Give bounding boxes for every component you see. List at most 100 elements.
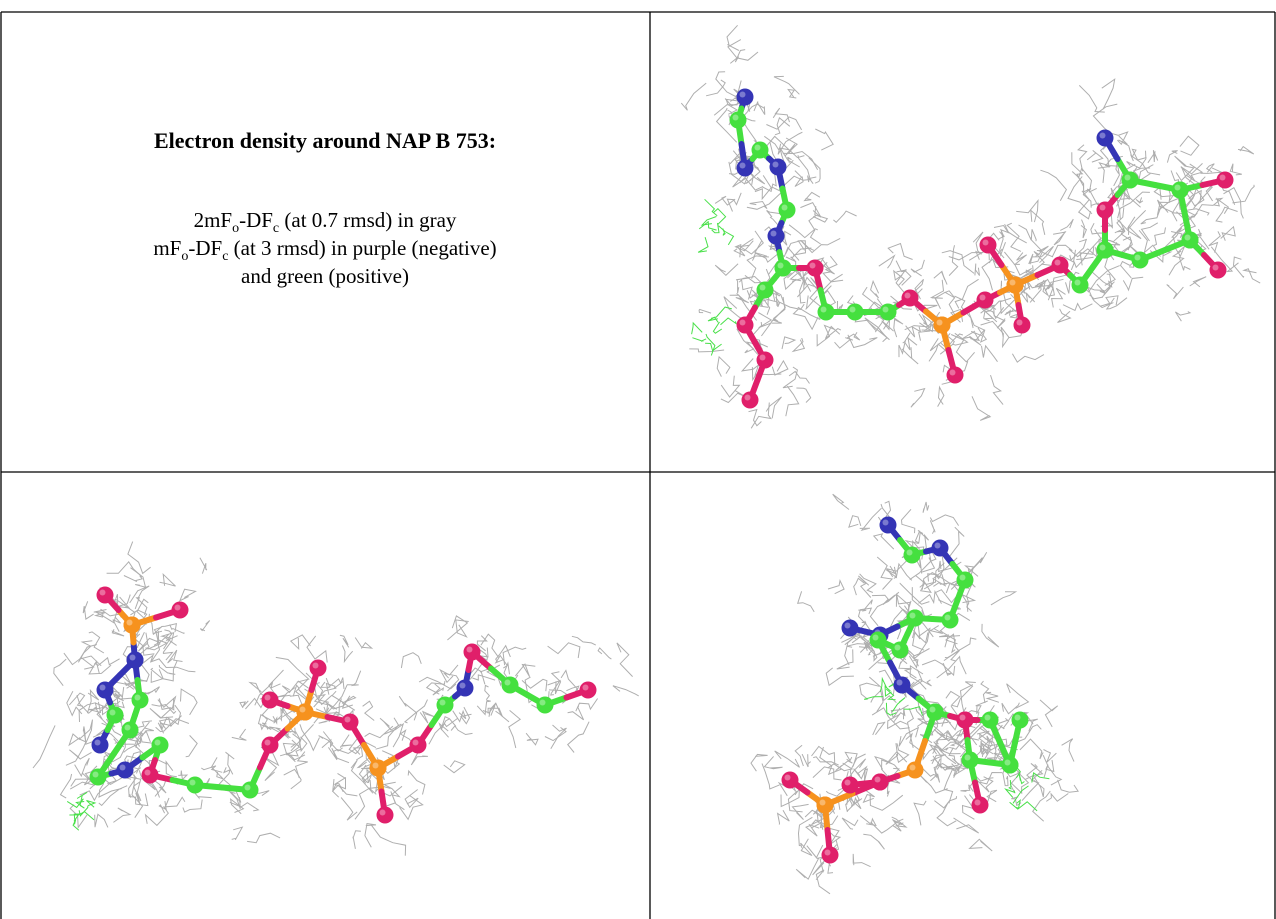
mesh-line: [371, 825, 405, 856]
atom: [957, 572, 974, 589]
mesh-line: [713, 322, 721, 333]
atom: [1122, 172, 1139, 189]
atom: [107, 707, 124, 724]
mesh-line: [83, 601, 93, 619]
mesh-line: [860, 508, 882, 530]
atom: [142, 767, 159, 784]
mesh-line: [809, 216, 821, 244]
mesh-line: [698, 237, 708, 252]
atom-highlight: [175, 605, 181, 611]
atom: [172, 602, 189, 619]
mesh-line: [341, 735, 352, 748]
mesh-line: [1044, 760, 1054, 777]
atom: [262, 737, 279, 754]
atom: [1182, 232, 1199, 249]
atom: [757, 352, 774, 369]
atom-highlight: [300, 707, 306, 713]
mesh-line: [782, 337, 795, 349]
mesh-line: [930, 520, 935, 533]
mesh-line: [1078, 145, 1087, 172]
mesh-line: [405, 700, 428, 723]
atom-highlight: [760, 285, 766, 291]
atom: [1210, 262, 1227, 279]
mesh-line: [61, 774, 72, 798]
mesh-line: [1136, 197, 1143, 203]
atom-highlight: [1185, 235, 1191, 241]
mesh-line: [758, 313, 771, 336]
atom: [818, 304, 835, 321]
mesh-line: [247, 833, 280, 843]
mesh-line: [708, 317, 718, 322]
legend-line: mFo-DFc (at 3 rmsd) in purple (negative): [0, 236, 650, 265]
mesh-line: [509, 710, 520, 748]
atom-highlight: [930, 707, 936, 713]
mesh-line: [1230, 164, 1242, 175]
atom: [737, 160, 754, 177]
page: Electron density around NAP B 753: 2mFo-…: [0, 0, 1276, 919]
mesh-line: [716, 72, 740, 99]
mesh-line: [365, 824, 376, 848]
atom: [742, 392, 759, 409]
mesh-line: [1007, 223, 1021, 251]
mesh-line: [934, 271, 947, 284]
mesh-line: [1180, 136, 1199, 155]
mesh-line: [860, 816, 876, 826]
mesh-line: [870, 592, 899, 626]
mesh-line: [1007, 684, 1029, 709]
atom-highlight: [975, 800, 981, 806]
mesh-line: [702, 217, 716, 226]
mesh-line: [401, 653, 421, 668]
mesh-line: [1033, 791, 1051, 821]
mesh-line: [751, 754, 768, 771]
atom: [842, 777, 859, 794]
atom: [1002, 757, 1019, 774]
atom: [775, 260, 792, 277]
mesh-line: [1167, 285, 1184, 299]
mesh-line: [833, 494, 849, 509]
mesh-line: [1200, 168, 1224, 174]
atom-highlight: [127, 620, 133, 626]
mesh-line: [692, 323, 703, 334]
atom: [580, 682, 597, 699]
atom-highlight: [1017, 320, 1023, 326]
atom: [932, 540, 949, 557]
mesh-line: [1123, 277, 1143, 290]
mesh-line: [1005, 309, 1014, 316]
atom-highlight: [1100, 245, 1106, 251]
atom-highlight: [120, 765, 126, 771]
atom: [132, 692, 149, 709]
mesh-line: [892, 817, 906, 827]
mesh-line: [1060, 219, 1073, 230]
mesh-line: [1009, 780, 1011, 789]
mesh-line: [766, 117, 801, 130]
atom-highlight: [467, 647, 473, 653]
mesh-line: [871, 691, 883, 712]
mesh-line: [772, 361, 788, 375]
atom: [972, 797, 989, 814]
atom-highlight: [755, 145, 761, 151]
atom-highlight: [850, 307, 856, 313]
atom-highlight: [1100, 205, 1106, 211]
mesh-line: [113, 808, 130, 823]
mesh-line: [853, 854, 870, 867]
atom-highlight: [935, 543, 941, 549]
caption-title: Electron density around NAP B 753:: [0, 128, 650, 154]
atom: [770, 159, 787, 176]
mesh-line: [970, 839, 993, 851]
atom-highlight: [1055, 260, 1061, 266]
atom-highlight: [945, 615, 951, 621]
mesh-line: [284, 769, 301, 789]
mesh-line: [1019, 225, 1042, 251]
difference-mesh: [67, 792, 95, 830]
atom: [1014, 317, 1031, 334]
mesh-line: [1031, 229, 1036, 241]
mesh-line: [982, 624, 999, 647]
mesh-line: [813, 206, 827, 222]
mesh-line: [181, 689, 198, 715]
mesh-line: [340, 635, 349, 647]
atom: [297, 704, 314, 721]
mesh-line: [915, 531, 923, 543]
mesh-line: [321, 678, 330, 687]
atom-highlight: [873, 635, 879, 641]
mesh-line: [715, 196, 735, 205]
